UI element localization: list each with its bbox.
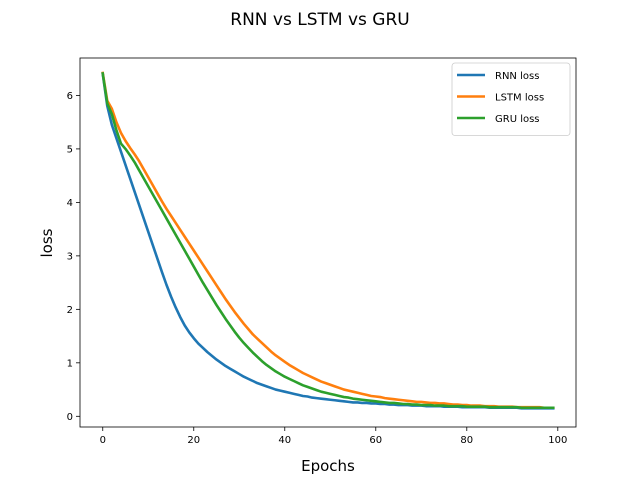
series-lines [101, 71, 555, 410]
x-tick-label: 40 [278, 435, 291, 446]
y-tick-label: 5 [67, 144, 73, 155]
y-tick-label: 2 [67, 305, 73, 316]
x-tick-label: 80 [460, 435, 473, 446]
legend: RNN loss LSTM loss GRU loss [451, 62, 571, 136]
y-tick-label: 6 [67, 91, 73, 102]
y-tick-label: 1 [67, 358, 73, 369]
x-tick-label: 20 [187, 435, 200, 446]
legend-label-gru-loss: GRU loss [495, 114, 540, 125]
legend-label-lstm-loss: LSTM loss [495, 93, 544, 104]
y-tick-label: 4 [67, 198, 73, 209]
y-tick-label: 0 [67, 412, 73, 423]
x-axis-label: Epochs [301, 457, 355, 475]
x-tick-label: 60 [369, 435, 382, 446]
plot-frame [79, 57, 577, 428]
legend-label-rnn-loss: RNN loss [495, 71, 539, 82]
y-axis: 0 1 2 3 4 5 6 [67, 91, 80, 423]
series-line-gru-loss [101, 72, 555, 410]
y-axis-label: loss [38, 228, 56, 257]
x-axis: 0 20 40 60 80 100 [100, 427, 567, 446]
x-tick-label: 0 [100, 435, 106, 446]
x-tick-label: 100 [548, 435, 567, 446]
chart-title: RNN vs LSTM vs GRU [230, 10, 409, 30]
y-tick-label: 3 [67, 251, 73, 262]
